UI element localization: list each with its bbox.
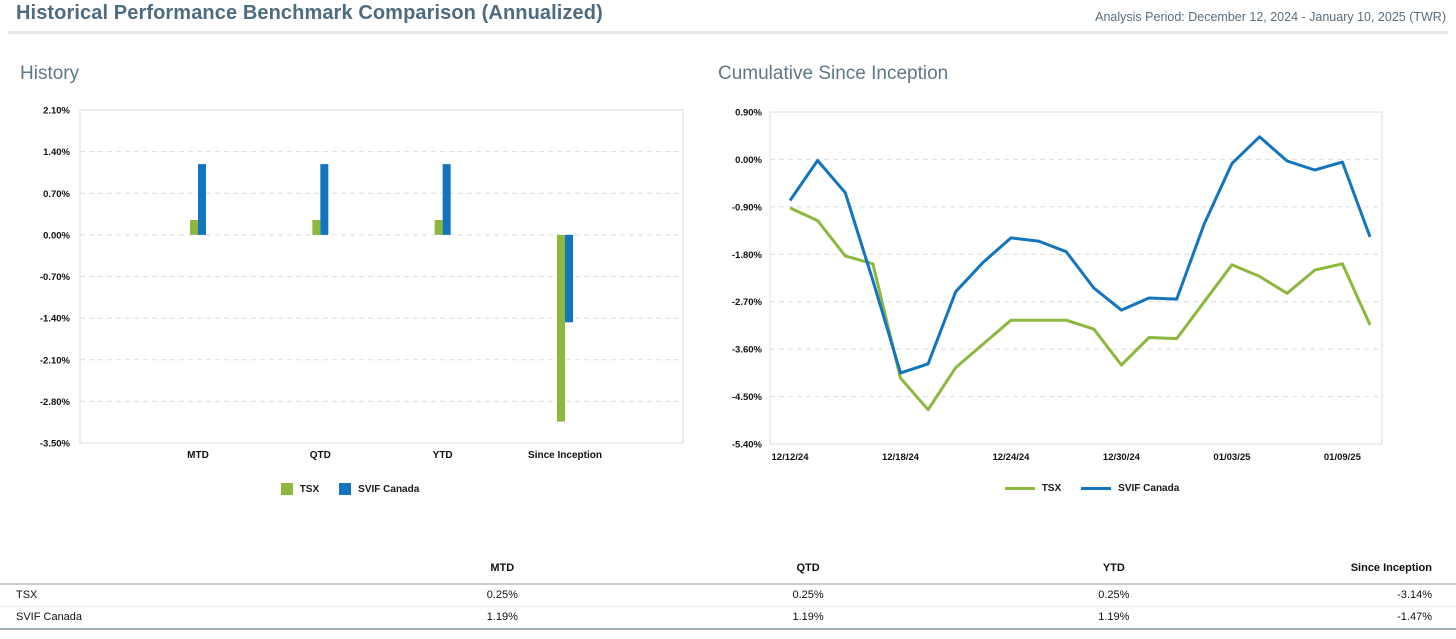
bar-tsx-3 bbox=[556, 234, 565, 422]
bar-tsx-1 bbox=[312, 220, 321, 235]
legend-item: TSX bbox=[1004, 483, 1062, 494]
series-line-tsx bbox=[789, 206, 1372, 412]
table-cell: 1.19% bbox=[792, 611, 824, 623]
table-row: TSX 0.25% 0.25% 0.25% -3.14% bbox=[0, 584, 1456, 607]
legend-item: TSX bbox=[280, 483, 320, 495]
table-row-label: TSX bbox=[16, 589, 38, 601]
x-tick-label: 12/18/24 bbox=[882, 452, 920, 463]
x-tick-label: 12/30/24 bbox=[1103, 452, 1141, 463]
bar-svif-0 bbox=[198, 164, 206, 235]
bar-svif-1 bbox=[320, 164, 329, 235]
table-cell: -3.14% bbox=[1397, 589, 1432, 601]
table-cell: -1.47% bbox=[1397, 611, 1432, 623]
table-col-header: YTD bbox=[960, 556, 1267, 585]
x-tick-label: 12/24/24 bbox=[992, 452, 1030, 463]
x-tick-label: 01/09/25 bbox=[1324, 452, 1362, 463]
y-tick-label: -5.40% bbox=[732, 440, 763, 451]
x-tick-label: 01/03/25 bbox=[1213, 452, 1251, 463]
cumulative-legend: TSX SVIF Canada bbox=[728, 483, 1456, 494]
bar-svif-2 bbox=[442, 164, 451, 235]
legend-label: TSX bbox=[299, 483, 320, 495]
y-tick-label: -3.50% bbox=[40, 439, 71, 450]
table-cell: 0.25% bbox=[486, 589, 518, 601]
y-tick-label: -0.70% bbox=[40, 272, 71, 283]
plot-border bbox=[769, 111, 1383, 445]
table-cell: 0.25% bbox=[1098, 589, 1130, 601]
y-tick-label: -1.80% bbox=[732, 250, 763, 261]
x-category-label: MTD bbox=[187, 450, 209, 461]
y-tick-label: 2.10% bbox=[43, 106, 70, 117]
y-tick-label: -2.70% bbox=[732, 297, 763, 308]
table-cell: 0.25% bbox=[792, 589, 824, 601]
header-divider bbox=[8, 31, 1448, 34]
bar-tsx-2 bbox=[434, 220, 443, 235]
legend-item: SVIF Canada bbox=[339, 483, 419, 495]
y-tick-label: -2.10% bbox=[40, 355, 71, 366]
legend-label: SVIF Canada bbox=[1118, 483, 1180, 494]
bar-tsx-0 bbox=[190, 220, 198, 235]
history-legend: TSX SVIF Canada bbox=[0, 483, 700, 495]
y-tick-label: 0.90% bbox=[735, 108, 762, 119]
y-tick-label: 1.40% bbox=[43, 147, 70, 158]
table-row: SVIF Canada 1.19% 1.19% 1.19% -1.47% bbox=[0, 607, 1456, 629]
legend-swatch-svif bbox=[1081, 487, 1112, 490]
cumulative-line-chart: 0.90% 0.00% -0.90% -1.80% -2.70% -3.60% -4.50%… bbox=[732, 108, 1383, 463]
legend-label: SVIF Canada bbox=[358, 483, 420, 495]
table-col-header: Since Inception bbox=[1266, 556, 1456, 585]
cumulative-chart-title: Cumulative Since Inception bbox=[718, 63, 949, 84]
y-tick-label: -1.40% bbox=[40, 314, 71, 325]
y-tick-label: 0.70% bbox=[43, 189, 70, 200]
table-cell: 1.19% bbox=[1098, 611, 1130, 623]
y-tick-label: -2.80% bbox=[40, 397, 71, 408]
legend-swatch-svif bbox=[339, 483, 352, 495]
y-tick-label: -4.50% bbox=[732, 392, 763, 403]
x-tick-label: 12/12/24 bbox=[772, 452, 810, 463]
page-title: Historical Performance Benchmark Compari… bbox=[16, 2, 603, 24]
legend-label: TSX bbox=[1041, 483, 1062, 494]
table-row-label: SVIF Canada bbox=[16, 611, 83, 623]
series-line-svif bbox=[788, 135, 1372, 375]
table-header-row: MTD QTD YTD Since Inception bbox=[0, 556, 1456, 585]
table-col-header: QTD bbox=[655, 556, 961, 585]
history-bar-chart: 2.10% 1.40% 0.70% 0.00% -0.70% -1.40% -2.10% -2… bbox=[40, 106, 684, 461]
table-cell: 1.19% bbox=[486, 611, 518, 623]
analysis-period: Analysis Period: December 12, 2024 - Jan… bbox=[1095, 10, 1446, 24]
y-tick-label: 0.00% bbox=[43, 230, 70, 241]
x-category-label: Since Inception bbox=[528, 450, 602, 461]
x-category-label: YTD bbox=[433, 450, 453, 461]
y-tick-label: -0.90% bbox=[732, 202, 763, 213]
y-tick-label: 0.00% bbox=[735, 155, 762, 166]
y-tick-label: -3.60% bbox=[732, 345, 763, 356]
bar-svif-3 bbox=[564, 234, 573, 323]
x-category-label: QTD bbox=[310, 450, 331, 461]
legend-swatch-tsx bbox=[1004, 487, 1035, 490]
legend-swatch-tsx bbox=[280, 483, 293, 495]
table-col-header bbox=[0, 556, 350, 585]
legend-item: SVIF Canada bbox=[1081, 483, 1179, 494]
performance-table: MTD QTD YTD Since Inception TSX 0.25% 0.25% 0.… bbox=[0, 556, 1456, 630]
history-chart-title: History bbox=[20, 63, 80, 84]
table-col-header: MTD bbox=[349, 556, 656, 585]
